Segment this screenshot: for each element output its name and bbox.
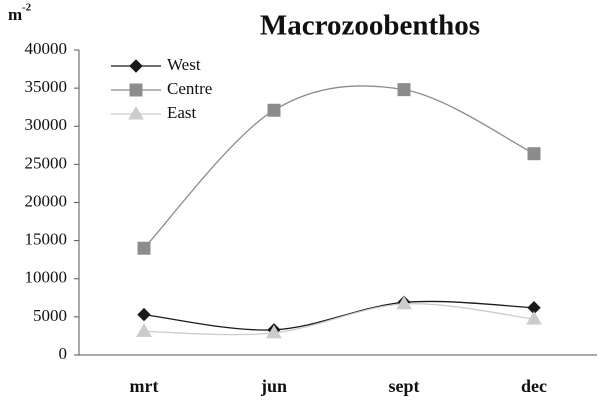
x-tick-label: mrt [130, 376, 159, 396]
legend-label: West [167, 55, 201, 74]
series-line [143, 85, 535, 249]
legend-marker [128, 106, 144, 120]
y-tick-label: 10000 [25, 268, 68, 287]
x-tick-label: dec [521, 376, 547, 396]
y-tick-label: 40000 [25, 39, 68, 58]
data-point [137, 307, 151, 322]
series-line [143, 303, 535, 336]
x-tick-label: sept [389, 376, 420, 396]
data-point [526, 311, 542, 325]
legend-marker [129, 59, 143, 73]
data-point [136, 323, 152, 337]
data-point [266, 324, 282, 339]
x-tick-label: jun [260, 376, 287, 396]
y-tick-label: 25000 [25, 153, 68, 172]
legend-label: East [167, 103, 197, 122]
chart-title: Macrozoobenthos [260, 10, 480, 42]
data-point [396, 295, 412, 310]
legend-marker [129, 83, 143, 97]
y-tick-label: 5000 [33, 306, 67, 325]
data-point [137, 241, 151, 255]
y-tick-label: 15000 [25, 230, 68, 249]
legend-label: Centre [167, 79, 212, 98]
y-tick-label: 0 [59, 344, 68, 363]
y-tick-label: 30000 [25, 115, 68, 134]
data-point [397, 83, 411, 97]
data-point [527, 147, 541, 161]
y-tick-label: 35000 [25, 77, 68, 96]
data-point [267, 103, 281, 117]
y-axis-label: m [8, 5, 22, 24]
y-tick-label: 20000 [25, 191, 68, 210]
series-line [143, 300, 535, 331]
y-axis-label-superscript: -2 [22, 2, 32, 14]
